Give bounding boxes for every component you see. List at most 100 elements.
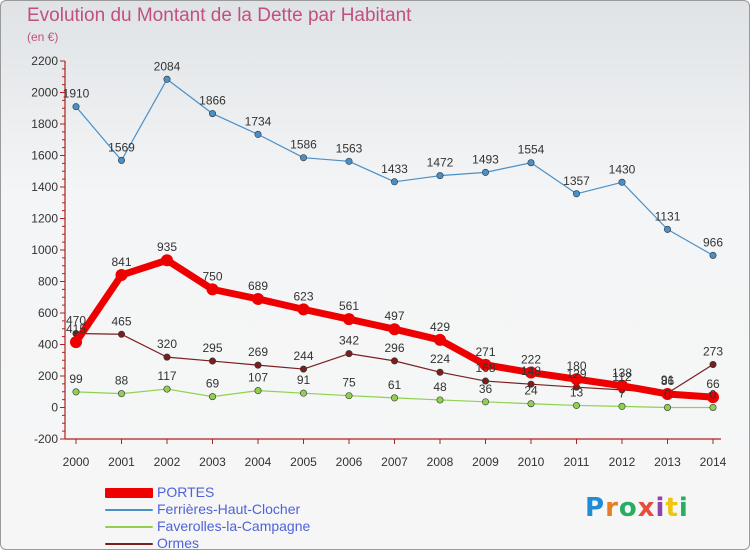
data-label-ferrieres-haut-clocher: 1131 — [655, 209, 681, 223]
data-point-portes — [252, 292, 264, 305]
data-point-ferrieres-haut-clocher — [572, 190, 580, 198]
x-tick-label: 2013 — [654, 455, 681, 469]
data-point-faverolles-la-campagne — [572, 401, 580, 409]
data-label-portes: 180 — [566, 359, 586, 373]
data-label-ferrieres-haut-clocher: 966 — [703, 235, 723, 249]
x-tick-label: 2001 — [108, 455, 135, 469]
data-label-ferrieres-haut-clocher: 1910 — [63, 87, 90, 101]
data-point-portes — [616, 379, 628, 392]
data-label-faverolles-la-campagne: 69 — [206, 377, 220, 391]
data-point-faverolles-la-campagne — [118, 390, 126, 398]
logo-letter: x — [637, 493, 656, 523]
legend-label: Ormes — [157, 535, 199, 550]
data-label-portes: 86 — [661, 374, 675, 388]
data-point-faverolles-la-campagne — [390, 394, 398, 402]
data-label-ormes: 112 — [612, 370, 631, 384]
y-tick-label: 1000 — [31, 243, 58, 257]
data-label-ferrieres-haut-clocher: 1493 — [472, 152, 499, 166]
data-point-faverolles-la-campagne — [299, 389, 307, 397]
x-tick-label: 2007 — [381, 455, 408, 469]
proxiti-logo: Proxiti — [585, 493, 689, 523]
data-point-ferrieres-haut-clocher — [618, 178, 626, 186]
x-tick-label: 2010 — [518, 455, 545, 469]
x-tick-label: 2011 — [564, 455, 590, 469]
data-label-portes: 66 — [706, 377, 720, 391]
data-label-ormes: 320 — [157, 337, 177, 351]
data-label-faverolles-la-campagne: 75 — [342, 376, 356, 390]
legend-label: PORTES — [157, 484, 215, 500]
x-tick-label: 2000 — [63, 455, 90, 469]
series-ormes — [72, 329, 717, 397]
data-label-faverolles-la-campagne: 99 — [69, 372, 83, 386]
data-label-ferrieres-haut-clocher: 1430 — [609, 162, 636, 176]
logo-letter: i — [678, 493, 689, 523]
data-label-faverolles-la-campagne: 7 — [619, 386, 626, 400]
data-point-ormes — [527, 380, 535, 388]
data-label-faverolles-la-campagne: 24 — [524, 384, 538, 398]
data-label-ferrieres-haut-clocher: 1554 — [518, 143, 545, 157]
y-tick-label: 0 — [51, 401, 58, 415]
series-faverolles-la-campagne — [72, 385, 717, 411]
data-label-ormes: 129 — [566, 367, 586, 381]
logo-letter: r — [605, 493, 619, 523]
data-point-faverolles-la-campagne — [436, 396, 444, 404]
data-point-portes — [161, 254, 173, 267]
data-point-faverolles-la-campagne — [481, 398, 489, 406]
data-point-ferrieres-haut-clocher — [118, 156, 126, 164]
data-point-faverolles-la-campagne — [663, 403, 671, 411]
data-point-faverolles-la-campagne — [163, 385, 171, 393]
data-label-ormes: 224 — [430, 352, 450, 366]
data-label-ormes: 148 — [521, 364, 541, 378]
x-tick-label: 2012 — [609, 455, 636, 469]
data-point-portes — [297, 303, 310, 316]
data-label-faverolles-la-campagne: 0 — [664, 388, 671, 402]
data-point-portes — [479, 358, 492, 371]
y-tick-label: 1200 — [31, 212, 58, 226]
x-tick-label: 2009 — [472, 455, 499, 469]
data-label-portes: 561 — [339, 299, 359, 313]
data-label-ormes: 342 — [339, 334, 359, 348]
data-point-ormes — [163, 353, 171, 361]
data-point-ormes — [299, 365, 307, 373]
data-point-portes — [206, 283, 219, 296]
data-point-ferrieres-haut-clocher — [709, 251, 717, 259]
data-label-faverolles-la-campagne: 48 — [433, 380, 447, 394]
data-point-ferrieres-haut-clocher — [663, 225, 671, 233]
y-tick-label: 800 — [38, 275, 58, 289]
chart-title: Evolution du Montant de la Dette par Hab… — [27, 5, 412, 26]
y-tick-label: 400 — [38, 338, 58, 352]
data-label-portes: 623 — [293, 289, 313, 303]
data-point-portes — [525, 366, 537, 379]
data-point-ormes — [209, 357, 217, 365]
data-label-portes: 222 — [521, 353, 541, 367]
data-point-portes — [661, 387, 674, 400]
x-tick-label: 2008 — [427, 455, 454, 469]
data-label-ormes: 273 — [703, 345, 723, 359]
data-point-ormes — [345, 350, 353, 358]
data-label-portes: 415 — [66, 322, 86, 336]
data-label-faverolles-la-campagne: 13 — [570, 385, 584, 399]
data-point-faverolles-la-campagne — [709, 403, 717, 411]
series-ferrieres-haut-clocher — [72, 75, 717, 259]
y-tick-label: 1800 — [31, 117, 58, 131]
y-tick-label: 2000 — [31, 86, 58, 100]
data-point-portes — [115, 269, 128, 282]
y-tick-label: 600 — [38, 306, 58, 320]
data-point-faverolles-la-campagne — [345, 392, 353, 400]
data-label-ferrieres-haut-clocher: 1472 — [427, 156, 454, 170]
y-tick-label: 200 — [38, 369, 58, 383]
data-label-faverolles-la-campagne: 36 — [479, 382, 493, 396]
data-point-ferrieres-haut-clocher — [436, 172, 444, 180]
data-label-ormes: 244 — [293, 349, 313, 363]
legend-swatch — [105, 525, 153, 528]
data-point-ferrieres-haut-clocher — [481, 168, 489, 176]
data-label-ferrieres-haut-clocher: 1357 — [563, 174, 590, 188]
data-point-portes — [570, 373, 583, 386]
data-label-ormes: 91 — [661, 373, 675, 387]
legend-label: Ferrières-Haut-Clocher — [157, 501, 301, 517]
data-label-portes: 935 — [157, 240, 177, 254]
data-label-faverolles-la-campagne: 0 — [710, 388, 717, 402]
data-label-faverolles-la-campagne: 107 — [248, 371, 268, 385]
